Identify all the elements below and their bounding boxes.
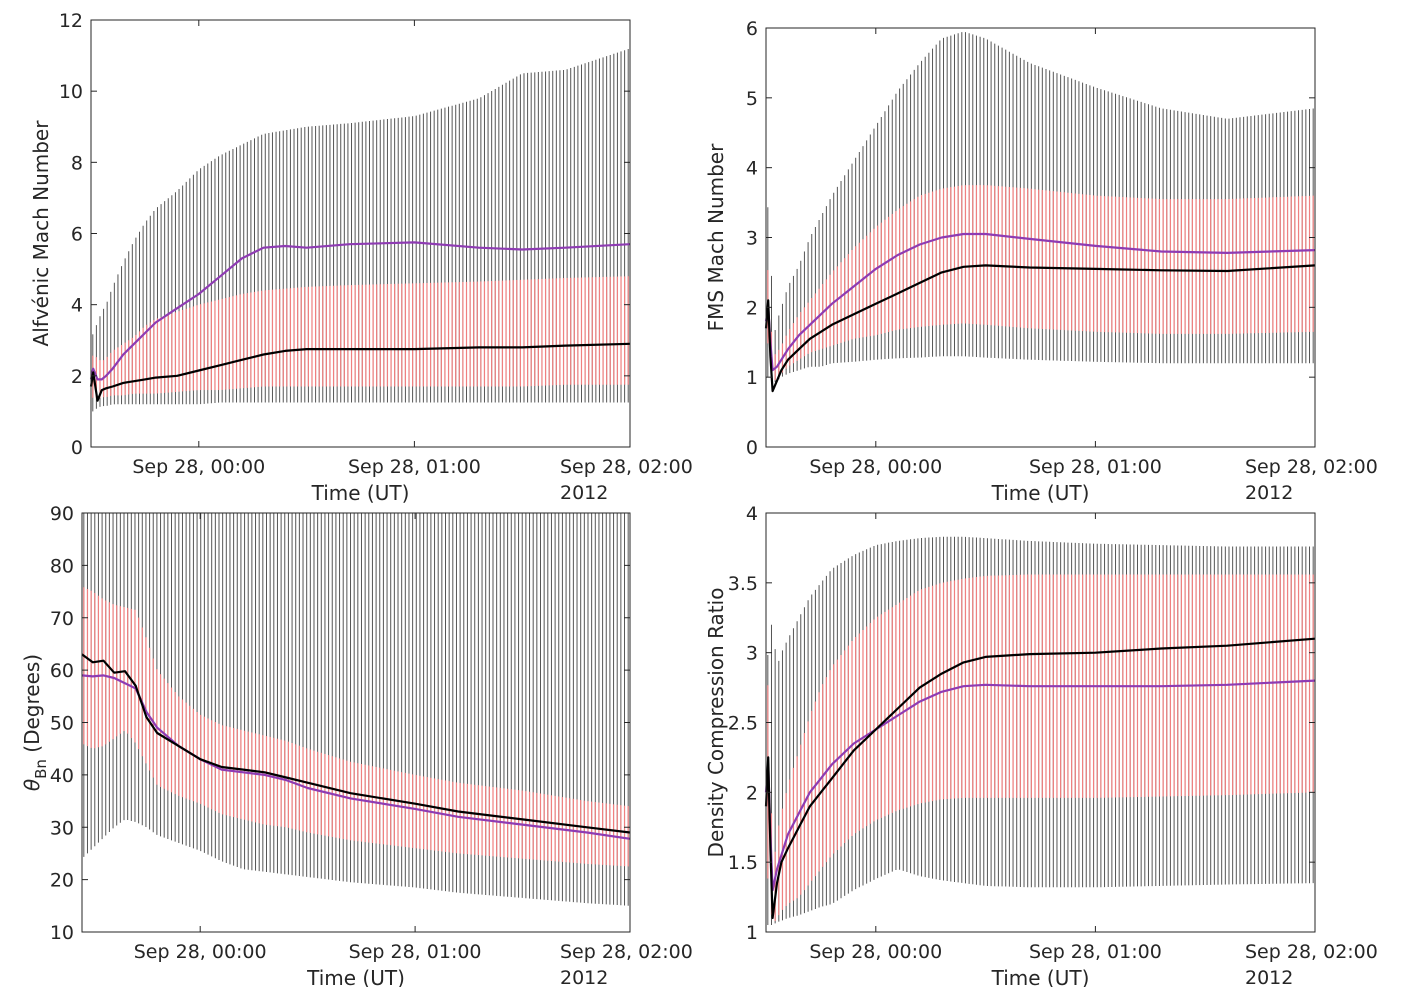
y-tick-label: 10 [59, 81, 83, 103]
y-tick-label: 5 [746, 88, 758, 110]
y-tick-label: 12 [59, 10, 83, 32]
median-line [764, 637, 1316, 920]
y-tick-label: 4 [746, 158, 758, 180]
y-tick-label: 40 [50, 765, 74, 787]
median-line [81, 653, 631, 834]
y-tick-label: 1 [746, 367, 758, 389]
x-tick-label: Sep 28, 02:00 [560, 941, 693, 963]
x-tick-label: Sep 28, 02:00 [1245, 941, 1378, 963]
x-axis-label: Time (UT) [991, 481, 1090, 505]
x-tick-label: Sep 28, 01:00 [1029, 941, 1162, 963]
y-tick-label: 2 [746, 782, 758, 804]
x-tick-label: Sep 28, 01:00 [349, 941, 482, 963]
y-tick-label: 10 [50, 922, 74, 944]
y-tick-label: 0 [746, 437, 758, 459]
panel-4: 1 1.5 2 2.5 3 3.5 4 Sep 28, 00:00 Sep 28, 01:00 S… [704, 503, 1378, 987]
x-tick-label: Sep 28, 00:00 [809, 456, 942, 478]
y-axis-label: Alfvénic Mach Number [29, 120, 53, 347]
x-axis-label: Time (UT) [991, 966, 1090, 987]
y-tick-label: 2 [71, 366, 83, 388]
x-tick-label: Sep 28, 00:00 [134, 941, 267, 963]
y-axis-label: FMS Mach Number [704, 143, 728, 331]
x-year-label: 2012 [1245, 967, 1293, 987]
y-tick-label: 3 [746, 228, 758, 250]
x-year-label: 2012 [560, 967, 608, 987]
y-tick-label: 20 [50, 870, 74, 892]
y-tick-label: 60 [50, 660, 74, 682]
y-tick-label: 6 [746, 18, 758, 40]
y-tick-label: 80 [50, 555, 74, 577]
mean-line [89, 241, 631, 381]
y-tick-label: 1 [746, 922, 758, 944]
y-tick-label: 8 [71, 152, 83, 174]
y-tick-label: 30 [50, 817, 74, 839]
median-line [89, 342, 631, 402]
error-bars [767, 32, 1314, 383]
x-tick-label: Sep 28, 01:00 [348, 456, 481, 478]
median-line [764, 264, 1316, 393]
x-year-label: 2012 [1245, 482, 1293, 504]
y-tick-label: 6 [71, 224, 83, 246]
panel-1: 0 2 4 6 8 10 12 Sep 28, 00:00 Sep 28, 01:00 Sep 2… [29, 10, 693, 505]
x-tick-label: Sep 28, 01:00 [1029, 456, 1162, 478]
y-tick-label: 1.5 [728, 852, 758, 874]
y-tick-label: 2.5 [728, 713, 758, 735]
mean-line [764, 232, 1316, 372]
y-tick-label: 4 [71, 295, 83, 317]
panel-3: 10 20 30 40 50 60 70 80 90 Sep 28, 00:00 Sep 28, 0… [20, 503, 693, 987]
y-tick-label: 3.5 [728, 573, 758, 595]
x-tick-label: Sep 28, 00:00 [132, 456, 265, 478]
y-tick-label: 2 [746, 297, 758, 319]
x-year-label: 2012 [560, 482, 608, 504]
x-axis-label: Time (UT) [306, 966, 405, 987]
x-axis-label: Time (UT) [311, 481, 410, 505]
y-tick-label: 3 [746, 643, 758, 665]
x-tick-label: Sep 28, 02:00 [1245, 456, 1378, 478]
y-tick-label: 70 [50, 608, 74, 630]
x-tick-label: Sep 28, 02:00 [560, 456, 693, 478]
y-tick-label: 90 [50, 503, 74, 525]
error-bars [92, 49, 629, 412]
error-bars [83, 513, 629, 906]
error-bars [767, 536, 1314, 926]
mean-line [81, 674, 631, 840]
y-tick-label: 50 [50, 713, 74, 735]
y-axis-label: θBn (Degrees) [20, 654, 50, 791]
panel-2: 0 1 2 3 4 5 6 Sep 28, 00:00 Sep 28, 01:00 Sep 28,… [704, 18, 1378, 505]
x-tick-label: Sep 28, 00:00 [809, 941, 942, 963]
y-tick-label: 4 [746, 503, 758, 525]
y-axis-label: Density Compression Ratio [704, 588, 728, 858]
y-tick-label: 0 [71, 437, 83, 459]
mean-line [764, 679, 1316, 892]
